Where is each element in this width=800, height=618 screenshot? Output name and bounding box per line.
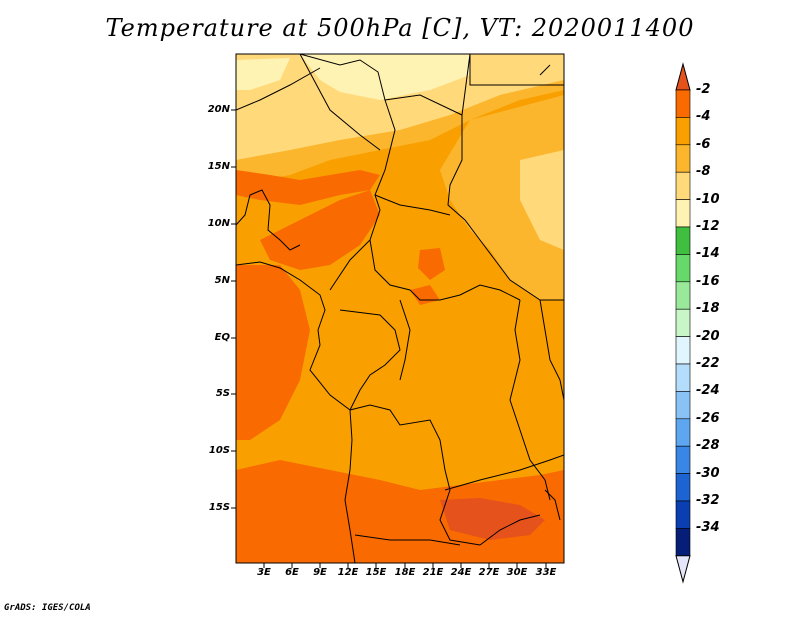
- colorbar-label: -20: [696, 328, 720, 344]
- colorbar-swatch: [675, 117, 691, 146]
- lon-label-27e: 27E: [478, 567, 500, 578]
- field-west-warm: [236, 265, 310, 440]
- colorbar-label: -2: [696, 82, 711, 97]
- colorbar-swatch: [675, 500, 691, 529]
- field-south-hot: [440, 498, 545, 540]
- lon-label-12e: 12E: [337, 567, 359, 578]
- lon-label-3e: 3E: [257, 567, 271, 578]
- lat-label-15s: 15S: [208, 502, 230, 513]
- field-sahel-warm: [236, 170, 380, 205]
- lon-label-24e: 24E: [450, 567, 472, 578]
- colorbar-swatch: [675, 254, 691, 283]
- colorbar-swatch: [675, 445, 691, 474]
- field-central-patch: [418, 248, 445, 280]
- colorbar-label: -14: [696, 246, 720, 262]
- colorbar-swatch: [675, 528, 691, 557]
- colorbar-swatch: [675, 199, 691, 228]
- map-title: Temperature at 500hPa [C], VT: 202001140…: [105, 14, 695, 42]
- lon-label-18e: 18E: [394, 567, 416, 578]
- field-north-pale: [300, 54, 470, 100]
- colorbar-label: -4: [696, 109, 711, 125]
- lon-label-30e: 30E: [506, 567, 528, 578]
- lat-label-5s: 5S: [215, 388, 230, 399]
- colorbar-label: -8: [696, 164, 711, 180]
- colorbar-top-arrow: [675, 62, 691, 91]
- lon-label-6e: 6E: [285, 567, 299, 578]
- colorbar-label: -24: [696, 383, 720, 399]
- colorbar-swatch: [675, 89, 691, 118]
- colorbar-swatch: [675, 308, 691, 337]
- field-north-light: [236, 54, 564, 160]
- colorbar-swatch: [675, 473, 691, 502]
- field-east-cool: [440, 95, 564, 300]
- colorbar-swatch: [675, 363, 691, 392]
- lon-ticks: [263, 563, 547, 568]
- lat-label-20n: 20N: [207, 104, 230, 115]
- temperature-field: [236, 54, 564, 563]
- borders: [236, 54, 564, 563]
- colorbar-label: -34: [696, 520, 720, 536]
- colorbar: [675, 62, 691, 584]
- colorbar-swatch: [675, 144, 691, 173]
- lon-label-15e: 15E: [365, 567, 387, 578]
- colorbar-swatch: [675, 418, 691, 447]
- colorbar-swatch: [675, 171, 691, 200]
- lat-label-10n: 10N: [207, 218, 230, 229]
- lat-label-15n: 15N: [207, 161, 230, 172]
- colorbar-label: -6: [696, 136, 711, 152]
- lat-ticks: [231, 109, 236, 509]
- colorbar-swatch: [675, 281, 691, 310]
- field-east-light: [520, 150, 564, 250]
- colorbar-swatch: [675, 226, 691, 255]
- colorbar-label: -32: [696, 493, 720, 508]
- colorbar-label: -12: [696, 219, 720, 234]
- lon-label-33e: 33E: [535, 567, 557, 578]
- colorbar-label: -22: [696, 356, 720, 371]
- colorbar-label: -18: [696, 301, 720, 317]
- colorbar-label: -16: [696, 273, 720, 289]
- lon-label-21e: 21E: [422, 567, 444, 578]
- lat-label-eq: EQ: [214, 332, 230, 343]
- field-north-pale-2: [236, 58, 290, 90]
- colorbar-label: -30: [696, 465, 720, 481]
- lat-label-5n: 5N: [214, 275, 230, 286]
- lon-label-9e: 9E: [313, 567, 327, 578]
- lat-label-10s: 10S: [208, 445, 230, 456]
- colorbar-swatch: [675, 391, 691, 420]
- credit-text: GrADS: IGES/COLA: [4, 603, 91, 613]
- colorbar-swatch: [675, 336, 691, 365]
- colorbar-label: -28: [696, 438, 720, 454]
- colorbar-bottom-arrow: [675, 555, 691, 584]
- colorbar-label: -10: [696, 191, 720, 207]
- colorbar-label: -26: [696, 410, 720, 426]
- map-frame: [235, 53, 565, 564]
